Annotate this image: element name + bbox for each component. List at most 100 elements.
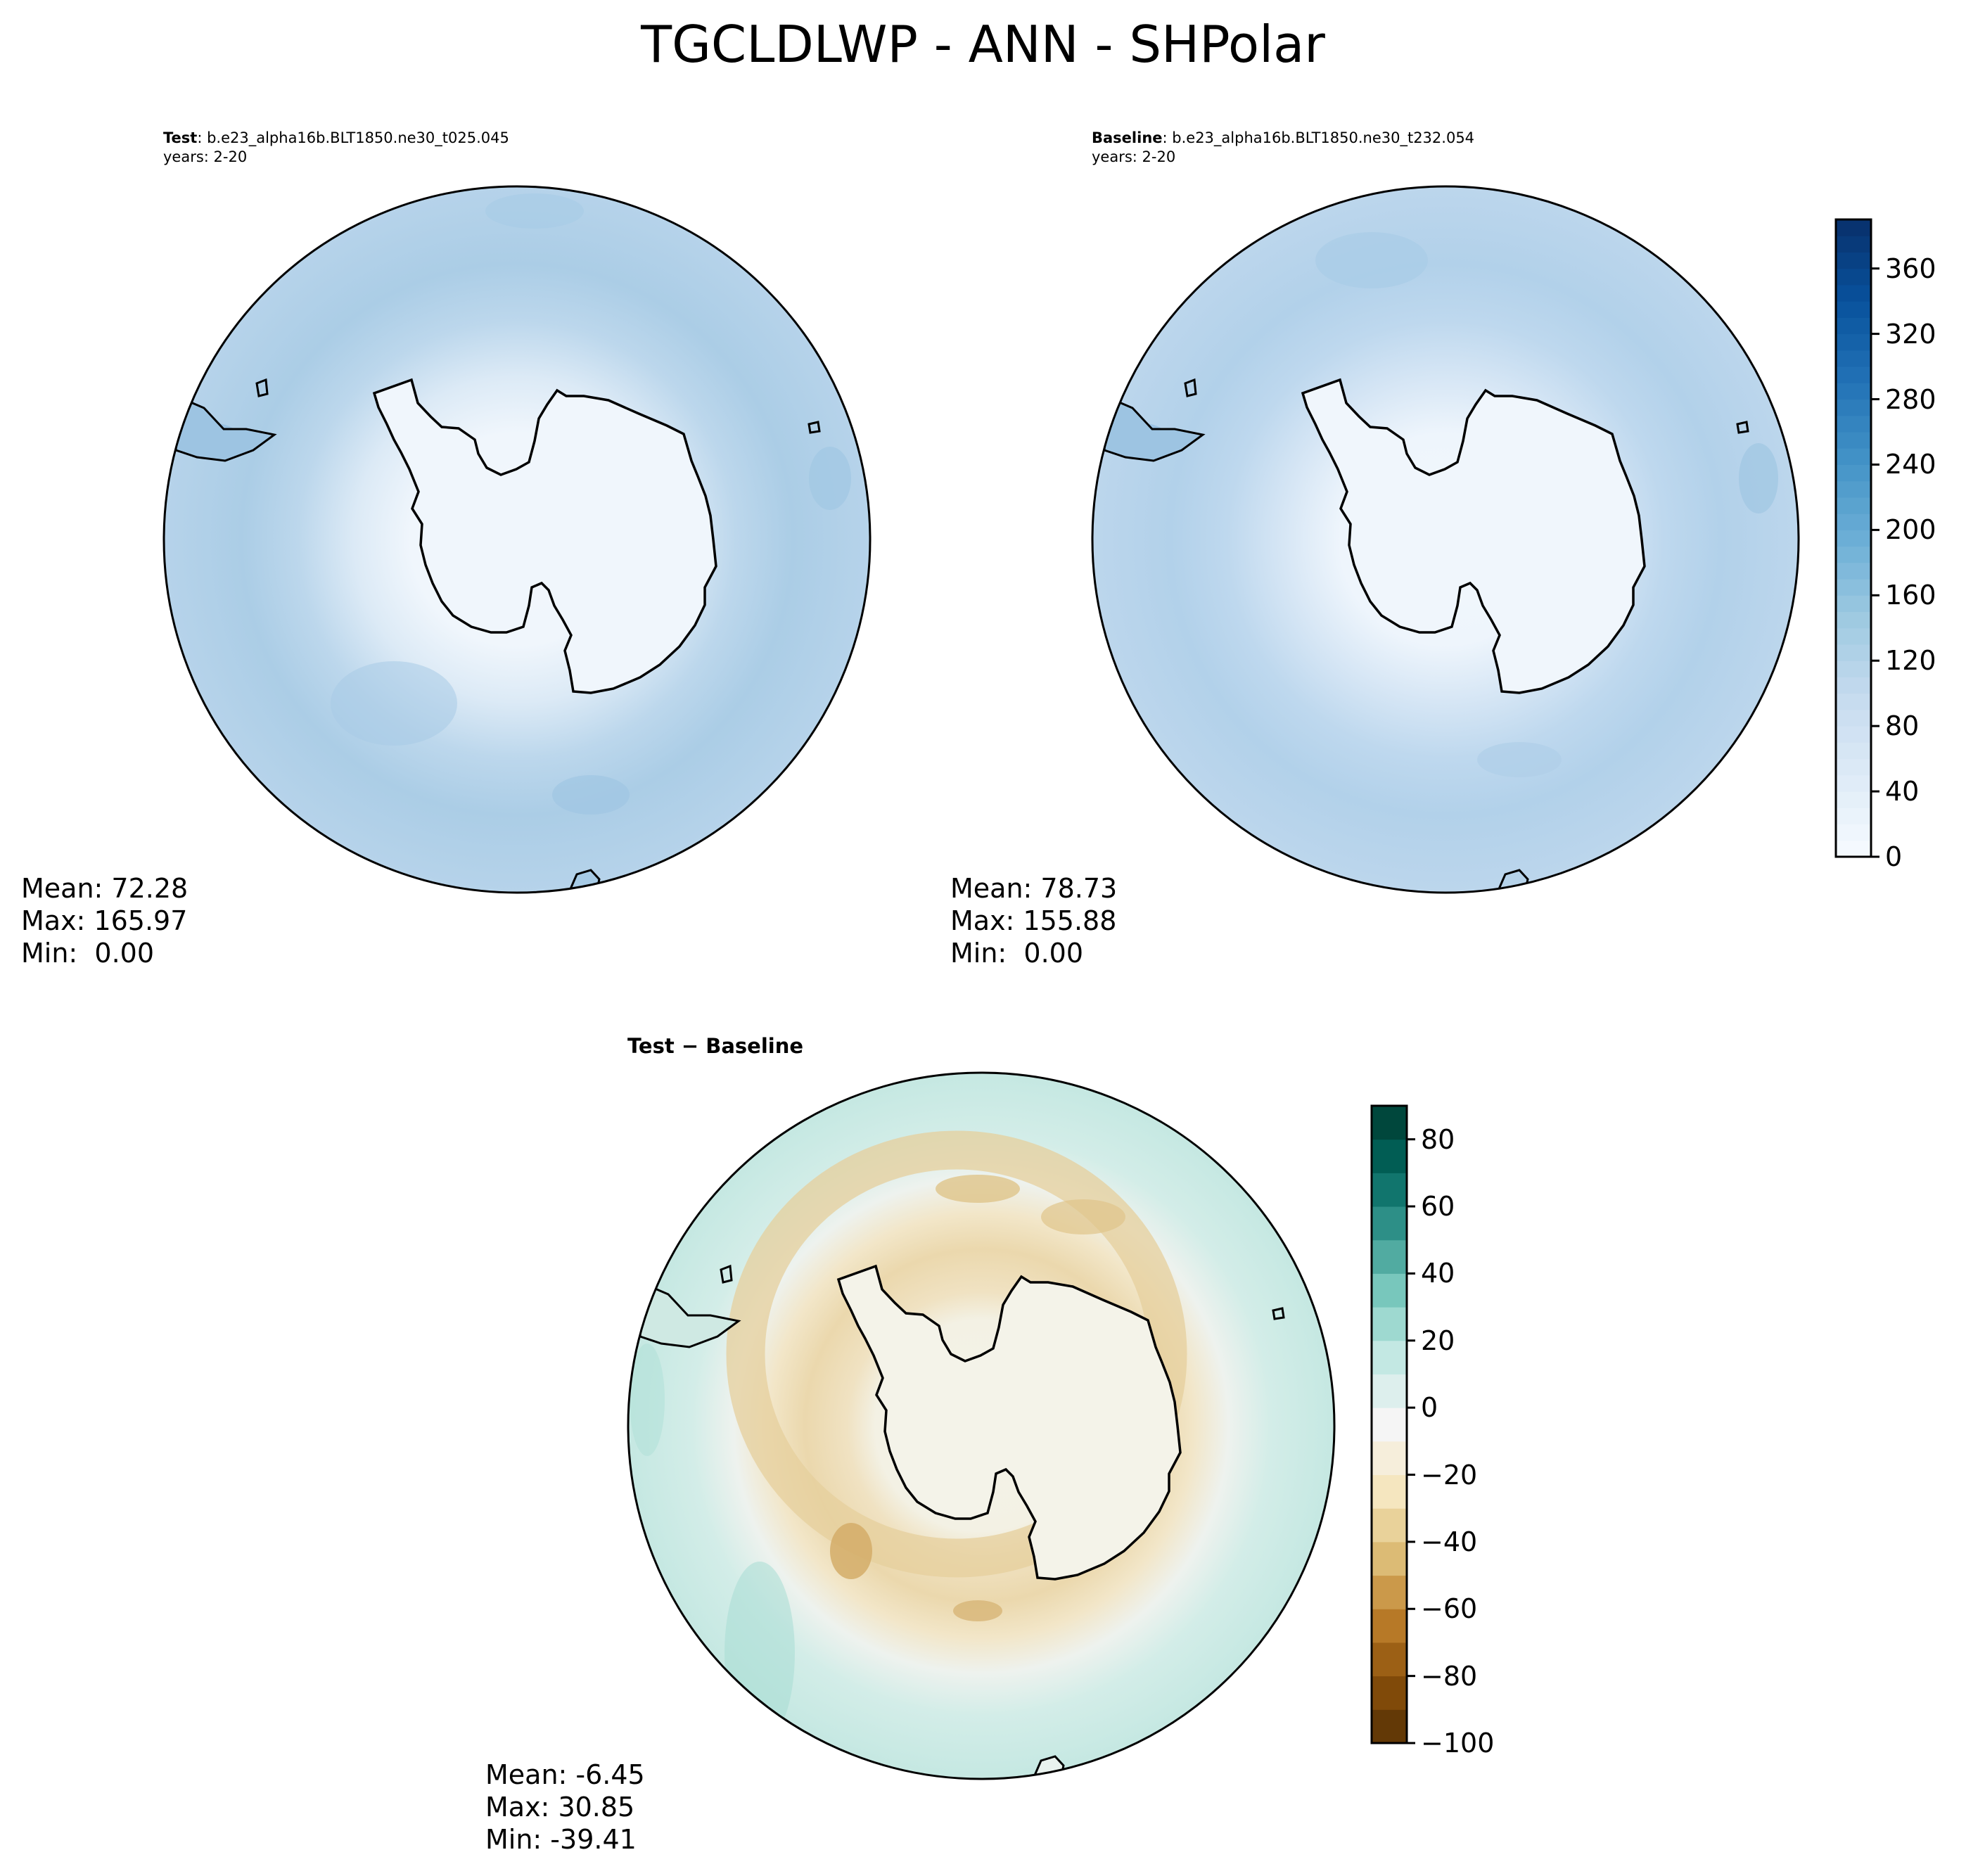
colorbar-fields-tick-label: 0	[1885, 841, 1903, 872]
colorbar-difference-tick-label: 60	[1421, 1191, 1455, 1223]
colorbar-fields-level	[1836, 579, 1871, 596]
colorbar-fields-level	[1836, 497, 1871, 514]
baseline-label-rest: : b.e23_alpha16b.BLT1850.ne30_t232.054	[1162, 129, 1475, 146]
test-min: Min: 0.00	[21, 938, 154, 969]
colorbar-difference-tick-label: −20	[1421, 1459, 1478, 1491]
colorbar-difference	[1370, 1104, 1415, 1744]
colorbar-difference-level	[1372, 1609, 1407, 1643]
colorbar-fields-level	[1836, 464, 1871, 482]
difference-max: Max: 30.85	[485, 1792, 635, 1823]
colorbar-fields-level	[1836, 268, 1871, 286]
baseline-map	[1091, 185, 1800, 894]
colorbar-fields-tick-label: 320	[1885, 318, 1936, 350]
colorbar-fields-level	[1836, 693, 1871, 710]
test-label-bold: Test	[163, 129, 198, 146]
colorbar-fields-level	[1836, 513, 1871, 530]
colorbar-difference-tick-label: −40	[1421, 1526, 1478, 1557]
colorbar-difference-tick-label: −80	[1421, 1660, 1478, 1692]
colorbar-fields-level	[1836, 366, 1871, 383]
colorbar-difference-level	[1372, 1408, 1407, 1442]
test-stats: Mean: 72.28 Max: 165.97 Min: 0.00	[21, 872, 188, 969]
colorbar-fields-level	[1836, 252, 1871, 269]
test-years: years: 2-20	[163, 148, 248, 165]
colorbar-difference-frame	[1370, 1104, 1408, 1744]
colorbar-fields-tick-label: 160	[1885, 580, 1936, 611]
colorbar-fields-level	[1836, 415, 1871, 433]
colorbar-fields-level	[1836, 808, 1871, 825]
colorbar-fields-tick-label: 200	[1885, 514, 1936, 546]
colorbar-fields-tick-label: 120	[1885, 645, 1936, 677]
colorbar-fields-level	[1836, 791, 1871, 808]
colorbar-difference-level	[1372, 1374, 1407, 1408]
baseline-stats: Mean: 78.73 Max: 155.88 Min: 0.00	[950, 872, 1117, 969]
colorbar-fields-level	[1836, 284, 1871, 302]
colorbar-difference-tick-label: 0	[1421, 1392, 1438, 1424]
baseline-mean: Mean: 78.73	[950, 873, 1118, 904]
test-subtitle: Test: b.e23_alpha16b.BLT1850.ne30_t025.0…	[163, 129, 509, 167]
colorbar-fields-tick-label: 40	[1885, 776, 1920, 808]
baseline-max: Max: 155.88	[950, 905, 1117, 936]
colorbar-fields-level	[1836, 840, 1871, 857]
colorbar-fields-level	[1836, 236, 1871, 253]
colorbar-fields-level	[1836, 480, 1871, 498]
colorbar-difference-level	[1372, 1474, 1407, 1509]
colorbar-fields-level	[1836, 611, 1871, 629]
colorbar-difference-level	[1372, 1709, 1407, 1744]
colorbar-difference-level	[1372, 1239, 1407, 1274]
test-label-rest: : b.e23_alpha16b.BLT1850.ne30_t025.045	[197, 129, 509, 146]
colorbar-fields-level	[1836, 530, 1871, 547]
colorbar-difference-level	[1372, 1273, 1407, 1308]
colorbar-difference-tick-label: −60	[1421, 1593, 1478, 1625]
difference-mean: Mean: -6.45	[485, 1759, 645, 1790]
test-map	[162, 185, 872, 894]
colorbar-fields-frame	[1834, 218, 1872, 858]
colorbar-fields-level	[1836, 627, 1871, 645]
colorbar-fields	[1834, 218, 1879, 858]
colorbar-difference-level	[1372, 1139, 1407, 1173]
colorbar-difference-level	[1372, 1307, 1407, 1341]
colorbar-difference-tick-label: 40	[1421, 1258, 1455, 1289]
colorbar-difference-level	[1372, 1508, 1407, 1543]
colorbar-fields-level	[1836, 824, 1871, 841]
colorbar-fields-level	[1836, 709, 1871, 727]
colorbar-difference-level	[1372, 1441, 1407, 1476]
colorbar-difference-level	[1372, 1340, 1407, 1374]
colorbar-fields-level	[1836, 726, 1871, 743]
colorbar-difference-tick-label: 20	[1421, 1325, 1455, 1356]
colorbar-difference-tick-label: −100	[1421, 1728, 1495, 1759]
difference-label: Test − Baseline	[627, 1034, 804, 1058]
colorbar-difference-level	[1372, 1676, 1407, 1710]
colorbar-fields-level	[1836, 677, 1871, 694]
colorbar-fields-level	[1836, 774, 1871, 792]
colorbar-difference-level	[1372, 1106, 1407, 1140]
colorbar-fields-level	[1836, 448, 1871, 465]
baseline-label-bold: Baseline	[1092, 129, 1163, 146]
figure-title: TGCLDLWP - ANN - SHPolar	[641, 15, 1325, 74]
colorbar-difference-level	[1372, 1642, 1407, 1677]
colorbar-fields-level	[1836, 383, 1871, 400]
difference-min: Min: -39.41	[485, 1824, 637, 1855]
colorbar-difference-level	[1372, 1206, 1407, 1241]
colorbar-difference-level	[1372, 1173, 1407, 1207]
difference-stats: Mean: -6.45 Max: 30.85 Min: -39.41	[485, 1759, 645, 1856]
colorbar-fields-level	[1836, 595, 1871, 613]
colorbar-fields-level	[1836, 546, 1871, 563]
colorbar-fields-tick-label: 240	[1885, 449, 1936, 480]
colorbar-fields-tick-label: 80	[1885, 710, 1920, 742]
colorbar-fields-level	[1836, 432, 1871, 449]
colorbar-fields-level	[1836, 758, 1871, 776]
colorbar-fields-level	[1836, 661, 1871, 677]
colorbar-difference-level	[1372, 1575, 1407, 1609]
colorbar-fields-level	[1836, 742, 1871, 760]
colorbar-fields-level	[1836, 317, 1871, 335]
baseline-years: years: 2-20	[1092, 148, 1176, 165]
colorbar-fields-level	[1836, 399, 1871, 416]
test-mean: Mean: 72.28	[21, 873, 189, 904]
test-max: Max: 165.97	[21, 905, 188, 936]
colorbar-fields-level	[1836, 301, 1871, 318]
baseline-min: Min: 0.00	[950, 938, 1083, 969]
colorbar-fields-level	[1836, 219, 1871, 236]
difference-map	[627, 1071, 1336, 1780]
